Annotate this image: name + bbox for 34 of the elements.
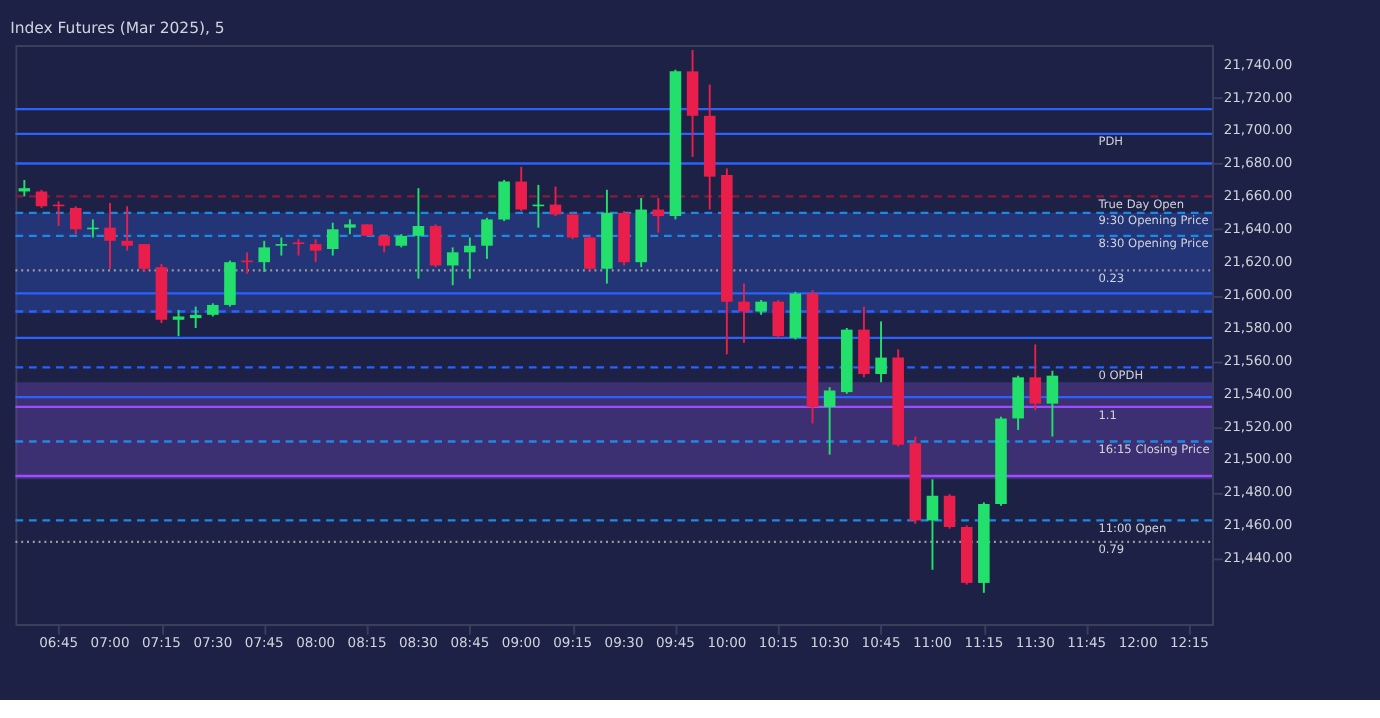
candlestick (481, 216, 493, 260)
candlestick (1029, 343, 1042, 412)
candlestick (464, 236, 476, 280)
candlestick (378, 233, 390, 254)
candlestick (738, 282, 750, 344)
candlestick (566, 211, 579, 241)
candlestick (275, 236, 288, 257)
candlestick (326, 221, 339, 257)
chart-title: Index Futures (Mar 2025), 5 (10, 19, 225, 38)
candlestick (224, 259, 236, 308)
candlestick (515, 165, 528, 213)
candlestick (583, 234, 596, 272)
candlestick (686, 49, 699, 158)
candlestick (943, 493, 956, 530)
candlestick (258, 239, 271, 274)
candlestick (446, 246, 459, 287)
candlestick (789, 290, 802, 341)
candlestick (429, 223, 442, 269)
candlestick (412, 187, 425, 280)
candlestick (772, 299, 785, 339)
candlestick (172, 308, 185, 338)
candlestick (858, 305, 870, 379)
candlestick (138, 243, 151, 274)
candlestick (104, 201, 116, 270)
candlestick (35, 188, 48, 209)
candlestick (875, 320, 887, 384)
candlestick (926, 478, 939, 571)
candlestick (121, 205, 133, 252)
candlestick (1012, 374, 1024, 431)
candlestick (823, 386, 836, 456)
candlestick (498, 178, 510, 223)
candlestick (309, 238, 322, 264)
candlestick (1046, 369, 1059, 438)
candlestick (69, 205, 82, 236)
